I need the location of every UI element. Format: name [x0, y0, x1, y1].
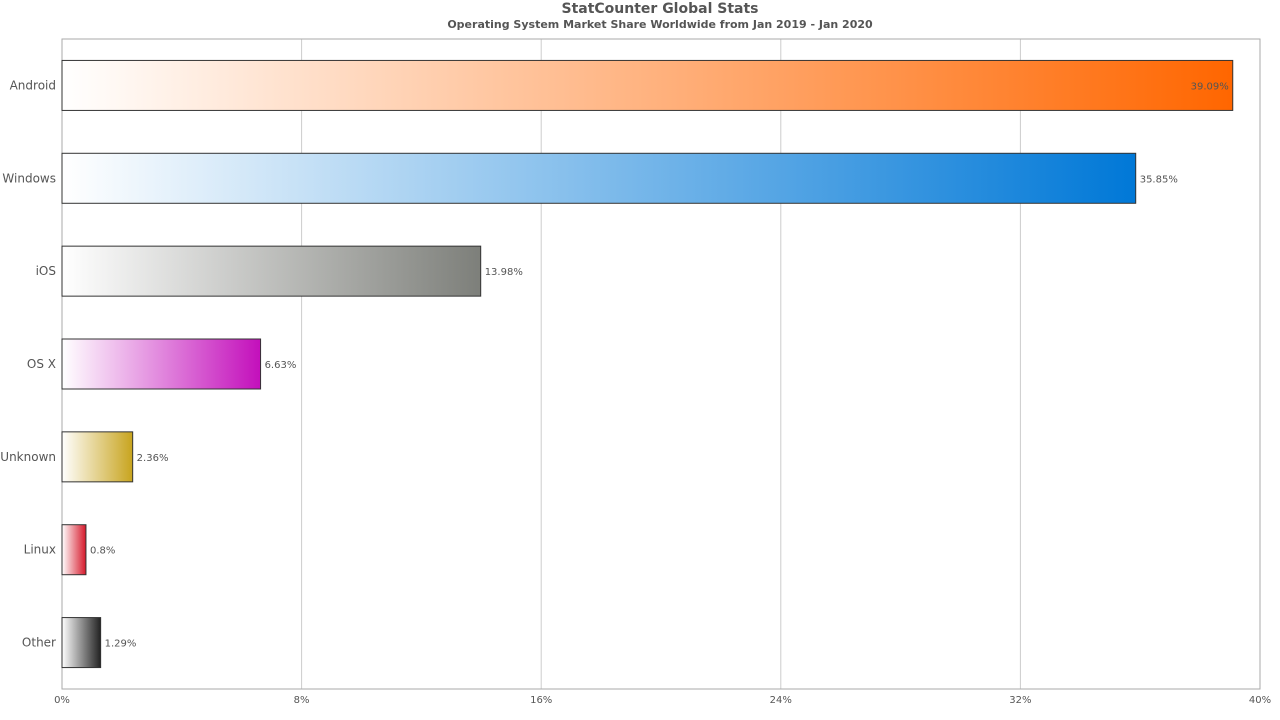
x-tick-label: 0% [54, 695, 70, 706]
x-tick-label: 40% [1249, 695, 1271, 706]
x-tick-label: 8% [294, 695, 310, 706]
x-tick-label: 32% [1009, 695, 1031, 706]
bar-os-x [61, 338, 262, 390]
category-label: Windows [2, 171, 56, 185]
data-label: 1.29% [105, 639, 137, 650]
category-label: Linux [24, 543, 56, 557]
category-label: Other [22, 636, 56, 650]
category-label: Android [10, 78, 56, 92]
category-label: OS X [27, 357, 56, 371]
category-label: Unknown [0, 450, 56, 464]
bar-linux [61, 524, 87, 576]
bar-windows [61, 152, 1137, 204]
category-labels: Android Windows iOS OS X Unknown Linux Other [0, 78, 56, 649]
bars [61, 59, 1234, 669]
bar-ios [61, 245, 482, 297]
data-label: 2.36% [137, 453, 169, 464]
x-tick-label: 24% [770, 695, 792, 706]
data-label: 0.8% [90, 546, 115, 557]
chart-title: StatCounter Global Stats [561, 1, 759, 17]
x-tick-label: 16% [530, 695, 552, 706]
bar-unknown [61, 431, 134, 483]
data-label: 35.85% [1140, 174, 1178, 185]
data-label: 13.98% [485, 267, 523, 278]
bar-other [61, 617, 102, 669]
category-label: iOS [36, 264, 56, 278]
x-axis-ticks: 0% 8% 16% 24% 32% 40% [54, 695, 1271, 706]
grid-lines [301, 39, 1021, 689]
data-label: 6.63% [265, 360, 297, 371]
data-label: 39.09% [1191, 81, 1229, 92]
bar-android [61, 59, 1234, 111]
data-labels: 39.09% 35.85% 13.98% 6.63% 2.36% 0.8% 1.29% [90, 81, 1229, 649]
chart-subtitle: Operating System Market Share Worldwide … [447, 18, 873, 31]
